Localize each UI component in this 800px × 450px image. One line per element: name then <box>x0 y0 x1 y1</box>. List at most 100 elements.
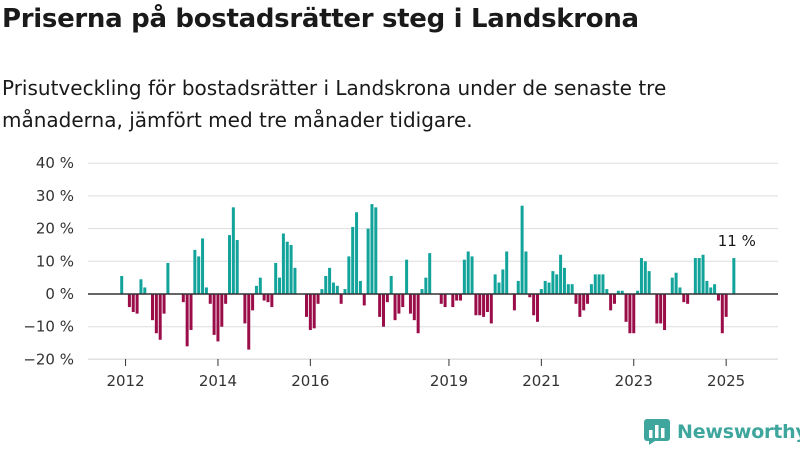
bar <box>270 294 274 308</box>
bar <box>385 294 389 303</box>
chart-subtitle: Prisutveckling för bostadsrätter i Lands… <box>2 76 667 132</box>
bar <box>724 294 728 317</box>
bar <box>497 282 501 294</box>
bar <box>482 294 486 317</box>
bar <box>378 294 382 317</box>
bar <box>716 294 720 301</box>
x-tick-label: 2012 <box>106 372 144 390</box>
bar <box>316 294 320 304</box>
bar <box>455 294 459 301</box>
bar <box>613 294 616 304</box>
bar <box>663 294 667 330</box>
bar <box>582 294 586 311</box>
bar <box>389 276 393 294</box>
y-tick-label: 20 % <box>36 220 74 238</box>
bar <box>578 294 582 317</box>
bar <box>366 228 370 294</box>
bar <box>278 277 282 294</box>
bar <box>639 258 643 294</box>
bar <box>516 280 520 294</box>
bar <box>262 294 266 301</box>
bar <box>289 244 293 294</box>
chart-title: Priserna på bostadsrätter steg i Landskr… <box>2 4 639 34</box>
bar <box>324 276 328 294</box>
bar <box>601 274 605 294</box>
bar <box>586 294 590 304</box>
bar <box>235 240 239 294</box>
bar <box>732 258 736 294</box>
bar <box>339 294 343 304</box>
bar <box>193 249 197 294</box>
bar <box>428 253 432 294</box>
bar <box>204 287 208 294</box>
x-axis: 2012 2014 2016 2019 2021 2023 2025 <box>88 358 778 390</box>
bar <box>451 294 455 308</box>
bar <box>632 294 636 334</box>
bars <box>120 204 736 350</box>
bar <box>620 290 624 294</box>
bar <box>474 294 478 316</box>
bar <box>247 294 251 350</box>
x-tick-label: 2023 <box>615 372 653 390</box>
bar <box>720 294 724 334</box>
bar <box>593 274 597 294</box>
bar <box>335 285 339 294</box>
bar <box>143 287 147 294</box>
bar <box>347 256 351 294</box>
bar <box>120 276 124 294</box>
bar <box>274 262 278 294</box>
bar <box>605 289 609 294</box>
bar <box>532 294 536 316</box>
x-tick-label: 2019 <box>430 372 468 390</box>
bar <box>358 280 362 294</box>
bar <box>158 294 162 340</box>
bar <box>266 294 270 303</box>
newsworthy-logo: Newsworthy <box>644 419 800 445</box>
bar <box>258 277 262 294</box>
bar <box>401 294 405 308</box>
bar <box>489 294 493 324</box>
bar <box>370 204 374 294</box>
bar <box>131 294 135 312</box>
bar <box>528 294 532 298</box>
bar <box>408 294 412 314</box>
bar <box>154 294 158 334</box>
y-tick-label: −20 % <box>23 350 74 368</box>
bar <box>709 287 713 294</box>
bar <box>701 254 705 294</box>
bar <box>424 277 428 294</box>
bar <box>520 205 524 294</box>
bar <box>524 251 528 294</box>
bar <box>705 280 709 294</box>
bar <box>162 294 166 314</box>
bar <box>331 282 335 294</box>
bar <box>647 271 651 294</box>
bar <box>139 279 143 294</box>
bar <box>562 267 566 294</box>
bar <box>243 294 247 324</box>
last-value-annotation: 11 % <box>718 232 756 250</box>
bar <box>570 284 574 294</box>
bar <box>659 294 663 324</box>
bar <box>674 272 678 294</box>
bar <box>555 274 559 294</box>
bar <box>678 287 682 294</box>
bar <box>624 294 628 322</box>
bar <box>547 282 551 294</box>
bar <box>305 294 308 317</box>
bar <box>293 267 297 294</box>
bar <box>512 294 516 311</box>
bar <box>697 258 701 294</box>
bar <box>181 294 185 303</box>
bar <box>201 238 205 294</box>
bar <box>328 267 332 294</box>
bar <box>151 294 154 321</box>
bar <box>374 207 378 294</box>
bar <box>281 233 285 294</box>
bar <box>228 235 231 294</box>
bar <box>493 274 497 294</box>
bar <box>616 290 620 294</box>
bar <box>308 294 312 330</box>
bar <box>462 259 466 294</box>
bar <box>636 290 640 294</box>
